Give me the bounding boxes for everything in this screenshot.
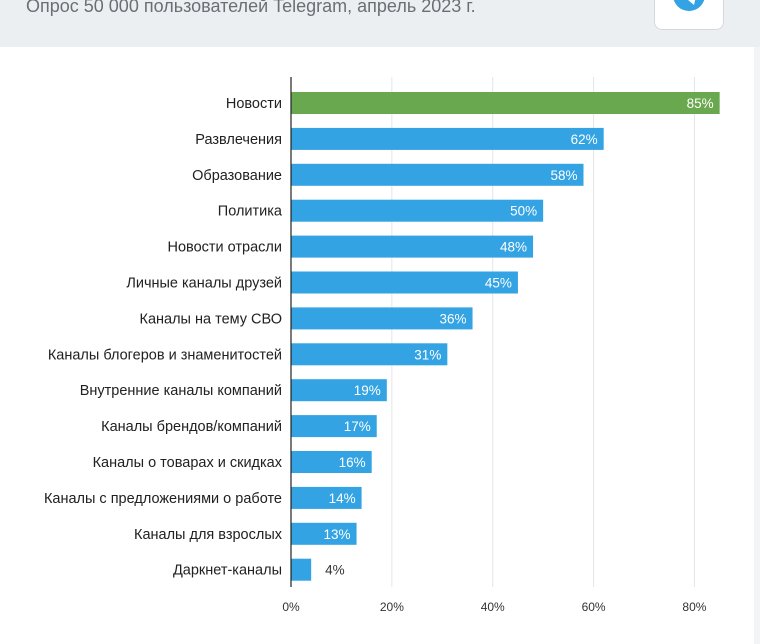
value-label: 13% — [324, 527, 351, 542]
x-tick-label: 20% — [380, 600, 404, 614]
category-label: Каналы блогеров и знаменитостей — [48, 347, 282, 363]
value-label: 14% — [329, 491, 356, 506]
bar[interactable] — [291, 271, 518, 294]
category-label: Развлечения — [195, 132, 282, 148]
bar[interactable] — [291, 379, 387, 402]
bar[interactable] — [291, 558, 312, 581]
category-label: Каналы брендов/компаний — [101, 419, 282, 435]
category-label: Политика — [218, 204, 283, 220]
value-label: 58% — [550, 168, 577, 183]
category-label: Каналы с предложениями о работе — [44, 491, 282, 507]
page-header: Опрос 50 000 пользователей Telegram, апр… — [0, 0, 760, 47]
category-label: Даркнет-каналы — [173, 563, 282, 579]
telegram-icon — [673, 0, 705, 11]
bar-chart: 0% 20% 40% 60% 80% Новости 85% Развлечения 62% Об… — [44, 77, 720, 614]
bar[interactable] — [291, 415, 377, 438]
value-label: 50% — [510, 204, 537, 219]
bar[interactable] — [291, 163, 584, 186]
category-label: Образование — [192, 168, 282, 184]
category-label: Внутренние каналы компаний — [80, 383, 282, 399]
chart-card: 0% 20% 40% 60% 80% Новости 85% Развлечения 62% Об… — [0, 47, 760, 644]
category-label: Каналы о товарах и скидках — [93, 455, 283, 471]
bar[interactable] — [291, 92, 720, 114]
value-label: 48% — [500, 240, 527, 255]
value-label: 16% — [339, 455, 366, 470]
x-tick-label: 60% — [582, 600, 606, 614]
x-tick-label: 80% — [682, 600, 706, 614]
category-label: Каналы на тему СВО — [140, 311, 283, 327]
category-label: Новости — [226, 96, 282, 112]
category-label: Личные каналы друзей — [126, 276, 282, 292]
category-label: Каналы для взрослых — [134, 527, 283, 543]
value-label: 45% — [485, 276, 512, 291]
value-label: 36% — [440, 311, 467, 326]
bar[interactable] — [291, 486, 362, 509]
bar[interactable] — [291, 343, 448, 366]
value-label: 85% — [687, 96, 714, 111]
category-label: Новости отрасли — [168, 240, 283, 256]
value-label: 31% — [414, 347, 441, 362]
value-label: 62% — [571, 132, 598, 147]
x-tick-label: 0% — [282, 600, 300, 614]
bar[interactable] — [291, 235, 534, 258]
value-label: 19% — [354, 383, 381, 398]
telegram-share-button[interactable] — [654, 0, 724, 30]
card-edge — [754, 47, 760, 644]
bar[interactable] — [291, 127, 604, 150]
bar[interactable] — [291, 307, 473, 330]
value-label: 17% — [344, 419, 371, 434]
x-tick-label: 40% — [481, 600, 505, 614]
value-label: 4% — [325, 563, 345, 578]
bar[interactable] — [291, 199, 544, 222]
chart-subtitle: Опрос 50 000 пользователей Telegram, апр… — [26, 0, 476, 16]
bar[interactable] — [291, 522, 357, 545]
bar[interactable] — [291, 451, 372, 473]
